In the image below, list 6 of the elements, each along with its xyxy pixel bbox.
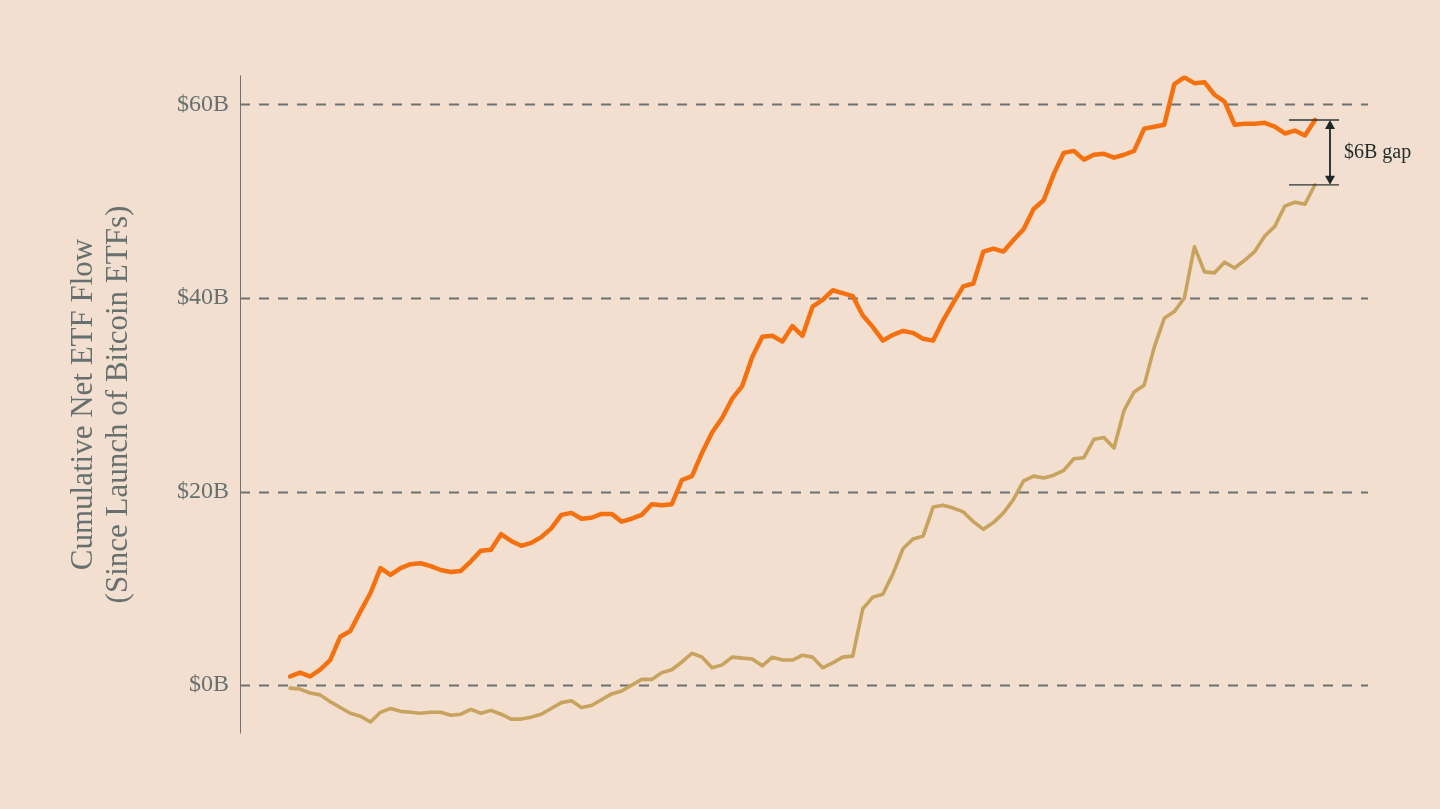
y-tick-label: $40B	[176, 283, 229, 310]
y-tick-label: $60B	[176, 89, 229, 116]
y-axis-title: Cumulative Net ETF Flow (Since Launch of Bitcoin ETFs)	[63, 205, 134, 604]
text: $6B gap	[1344, 139, 1412, 163]
y-tick-label: $20B	[176, 476, 229, 503]
y-tick-label: $0B	[188, 670, 229, 697]
